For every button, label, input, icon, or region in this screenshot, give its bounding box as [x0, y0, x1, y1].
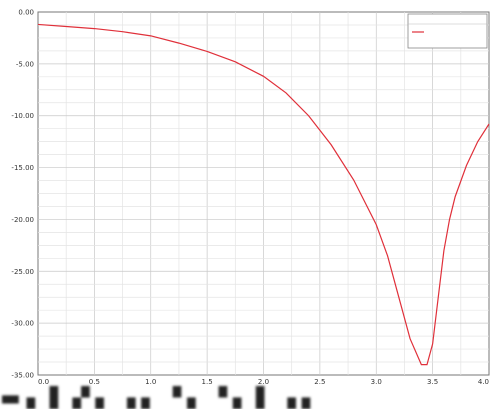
- x-tick-label: 1.5: [202, 378, 213, 386]
- x-tick-label: 0.5: [89, 378, 100, 386]
- y-tick-label: -15.00: [11, 164, 34, 172]
- x-tick-label: 3.5: [427, 378, 438, 386]
- y-tick-label: -30.00: [11, 320, 34, 328]
- y-tick-label: -35.00: [11, 372, 34, 380]
- y-tick-label: -5.00: [16, 60, 34, 68]
- x-tick-label: 3.0: [371, 378, 382, 386]
- x-tick-label: 2.5: [314, 378, 325, 386]
- legend: [407, 13, 488, 49]
- series-line: [37, 23, 490, 366]
- y-tick-label: -25.00: [11, 268, 34, 276]
- grid: [38, 12, 489, 375]
- y-axis-ticks: 0.00 -5.00 -10.00 -15.00 -20.00 -25.00 -30.00 -…: [11, 9, 34, 380]
- x-tick-label: 1.0: [145, 378, 156, 386]
- y-tick-label: -20.00: [11, 216, 34, 224]
- legend-box: [407, 13, 488, 49]
- cropped-caption-fragment: ▬▖▌▞▖▗▖▝▖▝▖▌▗▖: [0, 386, 325, 409]
- x-tick-label: 0.0: [38, 378, 49, 386]
- y-tick-label: 0.00: [18, 9, 34, 17]
- x-tick-label: 4.0: [478, 378, 489, 386]
- x-tick-label: 2.0: [258, 378, 269, 386]
- y-tick-label: -10.00: [11, 112, 34, 120]
- x-axis-ticks: 0.0 0.5 1.0 1.5 2.0 2.5 3.0 3.5 4.0: [38, 378, 489, 386]
